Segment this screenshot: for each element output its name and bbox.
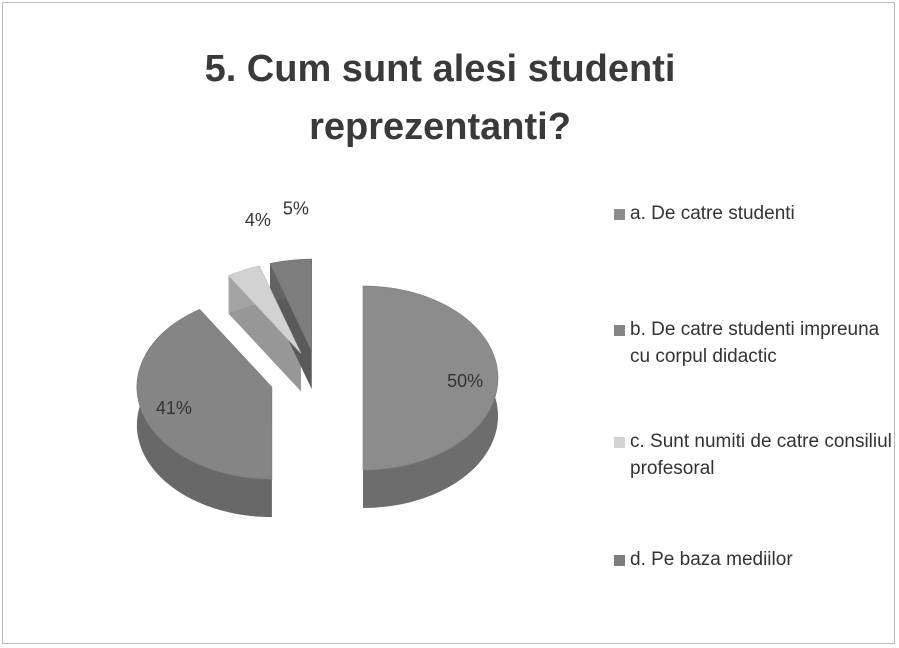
legend-swatch [614, 325, 625, 336]
legend-swatch [614, 555, 625, 566]
data-label: 4% [245, 210, 271, 230]
legend-label: a. De catre studenti [630, 203, 795, 224]
legend-label: c. Sunt numiti de catre consiliul profes… [630, 431, 892, 479]
chart-title: 5. Cum sunt alesi studenti reprezentanti… [204, 48, 676, 148]
legend-entry: a. De catre studenti [614, 200, 899, 227]
pie-slice [136, 309, 273, 480]
data-label: 41% [156, 398, 192, 418]
legend-label: d. Pe baza mediilor [630, 549, 793, 570]
pie-slice [228, 265, 302, 354]
legend-swatch [614, 437, 625, 448]
legend-swatch [614, 209, 625, 220]
pie-slice [269, 258, 312, 352]
pie-slice [362, 285, 499, 471]
legend-label: b. De catre studenti impreuna cu corpul … [630, 319, 880, 367]
legend-entry: b. De catre studenti impreuna cu corpul … [614, 316, 899, 370]
data-label: 50% [447, 371, 483, 391]
legend-entry: d. Pe baza mediilor [614, 546, 899, 573]
legend-entry: c. Sunt numiti de catre consiliul profes… [614, 428, 899, 482]
data-label: 5% [283, 198, 309, 218]
